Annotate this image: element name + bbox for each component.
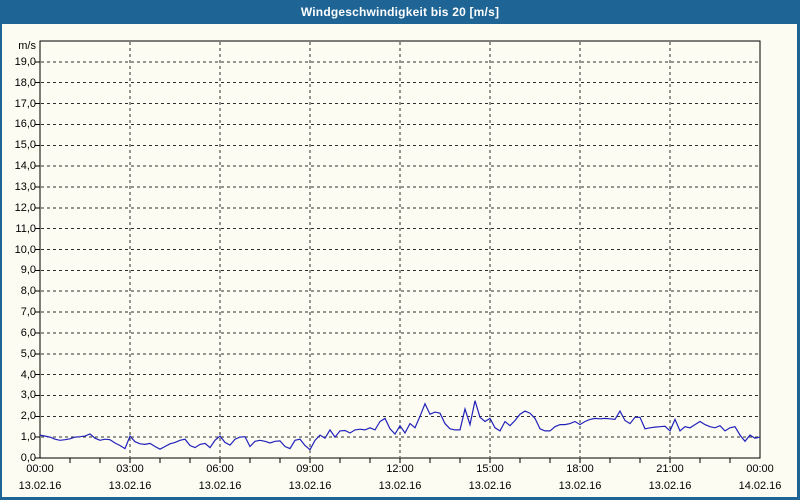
x-tick-date: 13.02.16 xyxy=(378,480,422,492)
y-tick-label: 15,0 xyxy=(14,139,36,152)
x-tick-time: 09:00 xyxy=(296,463,324,475)
x-tick-time: 21:00 xyxy=(656,463,684,475)
y-tick-label: 2,0 xyxy=(20,410,36,423)
x-tick-date: 14.02.16 xyxy=(738,480,782,492)
y-tick-label: 19,0 xyxy=(14,55,36,68)
x-tick-date: 13.02.16 xyxy=(468,480,512,492)
y-tick-label: 1,0 xyxy=(20,431,36,444)
x-tick-date: 13.02.16 xyxy=(108,480,152,492)
y-tick-label: 16,0 xyxy=(14,118,36,131)
y-tick-label: 14,0 xyxy=(14,160,36,173)
x-tick-time: 18:00 xyxy=(566,463,594,475)
wind-speed-line xyxy=(39,400,761,451)
y-tick-label: 7,0 xyxy=(20,306,36,319)
y-tick-label: 6,0 xyxy=(20,326,36,339)
y-tick-label: 12,0 xyxy=(14,201,36,214)
y-tick-label: 9,0 xyxy=(20,264,36,277)
x-tick-date: 13.02.16 xyxy=(558,480,602,492)
x-tick-date: 13.02.16 xyxy=(198,480,242,492)
x-tick-time: 00:00 xyxy=(26,463,54,475)
x-tick-time: 12:00 xyxy=(386,463,414,475)
y-tick-label: 18,0 xyxy=(14,76,36,89)
y-tick-label: 0,0 xyxy=(20,452,36,464)
y-tick-label: 13,0 xyxy=(14,180,36,193)
y-tick-label: 3,0 xyxy=(20,389,36,402)
x-tick-time: 00:00 xyxy=(746,463,774,475)
y-tick-label: 17,0 xyxy=(14,97,36,110)
y-tick-label: 4,0 xyxy=(20,368,36,381)
x-tick-time: 03:00 xyxy=(116,463,144,475)
x-tick-time: 06:00 xyxy=(206,463,234,475)
x-tick-date: 13.02.16 xyxy=(648,480,692,492)
y-tick-label: 8,0 xyxy=(20,285,36,298)
title-bar: Windgeschwindigkeit bis 20 [m/s] xyxy=(0,0,800,24)
window-title: Windgeschwindigkeit bis 20 [m/s] xyxy=(300,5,500,19)
y-tick-label: 5,0 xyxy=(20,347,36,360)
x-tick-date: 13.02.16 xyxy=(18,480,62,492)
y-tick-label: 11,0 xyxy=(15,222,36,235)
y-tick-label: 10,0 xyxy=(14,243,36,256)
y-axis-unit-label: m/s xyxy=(18,40,36,52)
x-tick-date: 13.02.16 xyxy=(288,480,332,492)
x-tick-time: 15:00 xyxy=(476,463,504,475)
